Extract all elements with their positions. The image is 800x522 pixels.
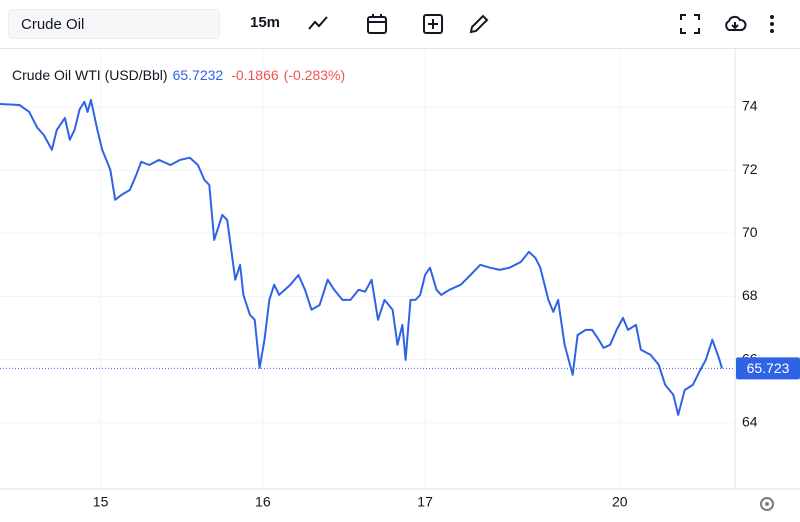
legend: Crude Oil WTI (USD/Bbl) 65.7232 -0.1866 (-0…	[12, 67, 345, 83]
x-tick-label: 15	[93, 494, 109, 510]
y-tick-label: 64	[742, 414, 758, 430]
compare-icon[interactable]	[421, 12, 445, 36]
symbol-search[interactable]: Crude Oil	[8, 9, 220, 39]
draw-icon[interactable]	[467, 12, 491, 36]
x-tick-label: 16	[255, 494, 271, 510]
fullscreen-icon[interactable]	[678, 12, 702, 36]
chart-type-icon[interactable]	[306, 12, 330, 36]
download-icon[interactable]	[722, 12, 748, 36]
chart: Crude Oil WTI (USD/Bbl) 65.7232 -0.1866 (-0…	[0, 49, 800, 511]
y-tick-label: 70	[742, 224, 758, 240]
y-tick-label: 68	[742, 287, 758, 303]
legend-price: 65.7232	[173, 67, 224, 83]
last-price-badge	[736, 357, 800, 380]
settings-icon[interactable]	[760, 497, 774, 511]
y-tick-label: 72	[742, 161, 758, 177]
legend-name: Crude Oil WTI (USD/Bbl)	[12, 67, 168, 83]
toolbar: Crude Oil 15m	[0, 0, 800, 49]
legend-change-pct: (-0.283%)	[284, 67, 345, 83]
legend-change: -0.1866	[231, 67, 279, 83]
y-tick-label: 74	[742, 98, 758, 114]
menu-icon[interactable]	[762, 12, 782, 36]
x-tick-label: 20	[612, 494, 628, 510]
price-line	[0, 98, 723, 416]
calendar-icon[interactable]	[365, 12, 389, 36]
interval-button[interactable]: 15m	[250, 14, 281, 31]
last-price-label: 65.723	[747, 360, 790, 376]
x-tick-label: 17	[417, 494, 433, 510]
